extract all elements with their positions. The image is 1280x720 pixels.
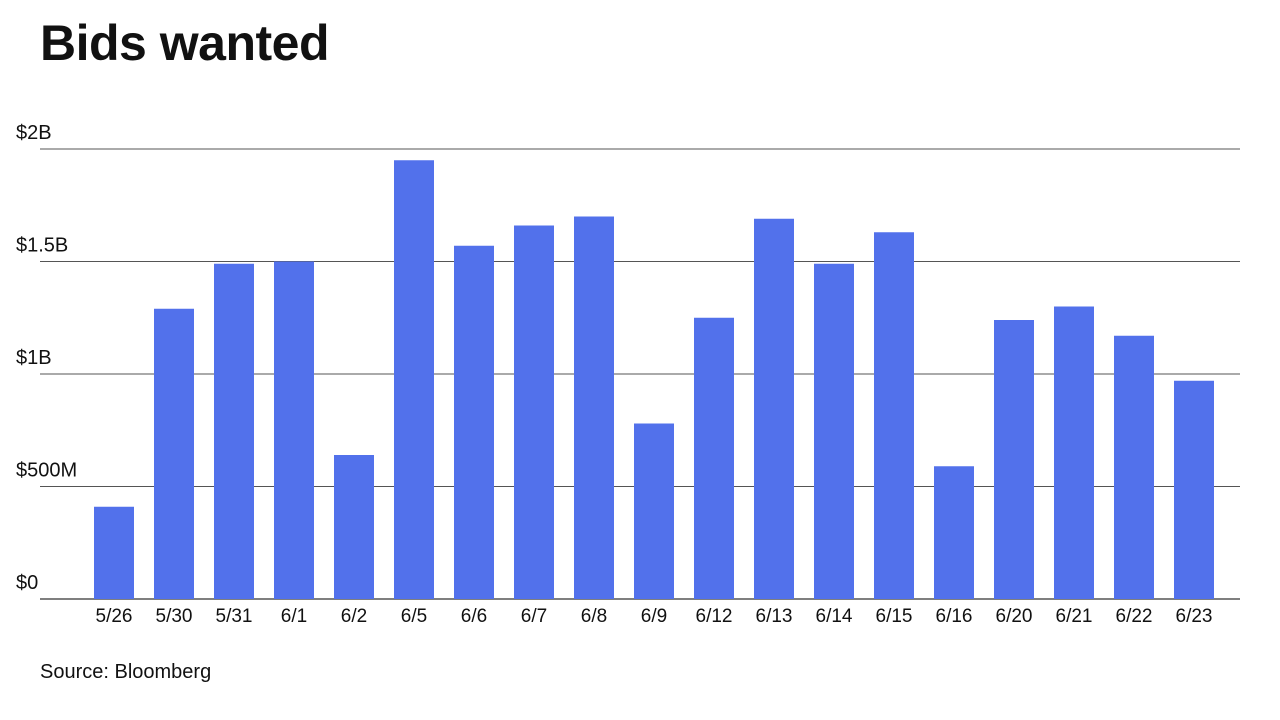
bar — [514, 225, 554, 599]
bar — [874, 232, 914, 599]
bar — [394, 160, 434, 599]
bar — [454, 245, 494, 599]
bar — [1174, 380, 1214, 599]
x-tick-label: 6/2 — [341, 606, 367, 627]
bar — [994, 320, 1034, 599]
bar — [754, 218, 794, 599]
bar — [1114, 335, 1154, 599]
x-tick-label: 6/14 — [816, 606, 853, 627]
bar — [274, 261, 314, 599]
x-tick-label: 6/7 — [521, 606, 547, 627]
x-tick-label: 6/1 — [281, 606, 307, 627]
bar — [634, 423, 674, 599]
bar — [934, 466, 974, 599]
chart-title: Bids wanted — [40, 15, 329, 71]
x-tick-label: 6/23 — [1176, 606, 1213, 627]
bar — [334, 455, 374, 599]
bars — [94, 160, 1214, 599]
y-tick-label: $1B — [16, 347, 52, 369]
x-tick-label: 6/5 — [401, 606, 427, 627]
x-tick-label: 5/31 — [216, 606, 253, 627]
x-tick-label: 6/21 — [1056, 606, 1093, 627]
y-tick-label: $2B — [16, 122, 52, 144]
x-tick-label: 6/12 — [696, 606, 733, 627]
x-axis-tick-labels: 5/26 5/30 5/31 6/1 6/2 6/5 6/6 6/7 6/8 6/9 6/12 6/1… — [96, 606, 1213, 627]
x-tick-label: 6/20 — [996, 606, 1033, 627]
bar — [154, 308, 194, 599]
x-tick-label: 6/16 — [936, 606, 973, 627]
source-note: Source: Bloomberg — [40, 661, 212, 683]
y-tick-label: $1.5B — [16, 235, 68, 257]
x-tick-label: 6/15 — [876, 606, 913, 627]
y-tick-label: $0 — [16, 572, 38, 594]
bar — [694, 317, 734, 599]
y-tick-label: $500M — [16, 460, 77, 482]
x-tick-label: 6/13 — [756, 606, 793, 627]
x-tick-label: 5/26 — [96, 606, 133, 627]
bar — [814, 263, 854, 599]
x-tick-label: 6/22 — [1116, 606, 1153, 627]
bar — [214, 263, 254, 599]
bar — [1054, 306, 1094, 599]
y-axis-tick-labels: $0 $500M $1B $1.5B $2B — [16, 122, 77, 594]
bar — [94, 506, 134, 599]
x-tick-label: 6/8 — [581, 606, 607, 627]
x-tick-label: 6/9 — [641, 606, 667, 627]
x-tick-label: 6/6 — [461, 606, 487, 627]
x-tick-label: 5/30 — [156, 606, 193, 627]
bar — [574, 216, 614, 599]
